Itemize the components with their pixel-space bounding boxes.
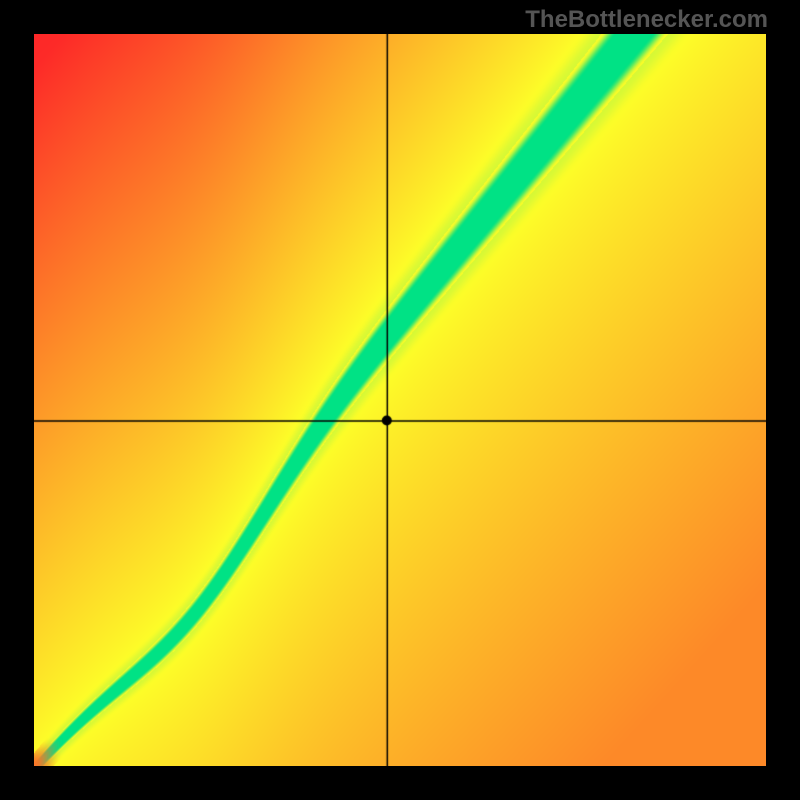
chart-container: TheBottlenecker.com xyxy=(0,0,800,800)
heatmap-canvas xyxy=(34,34,766,766)
watermark-text: TheBottlenecker.com xyxy=(525,6,768,34)
